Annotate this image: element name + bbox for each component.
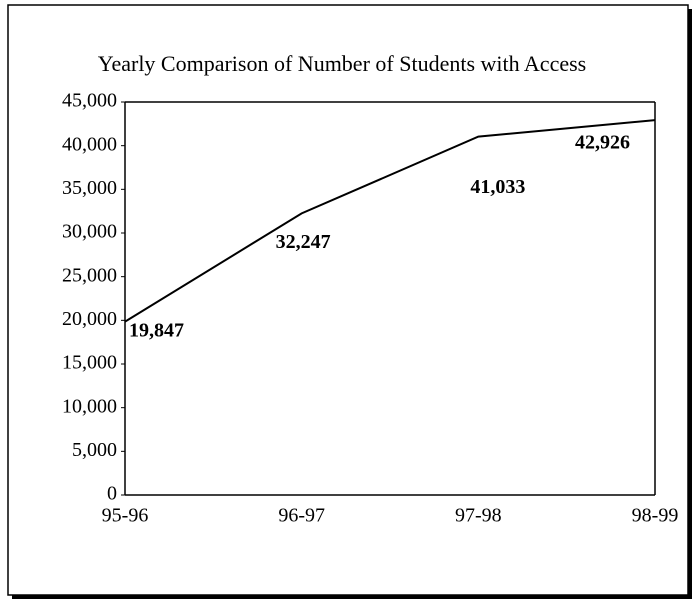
y-tick-label: 45,000 xyxy=(62,90,117,112)
y-tick-label: 0 xyxy=(107,483,117,505)
line xyxy=(124,119,656,323)
data-label: 42,926 xyxy=(575,132,630,154)
x-tick-label: 95-96 xyxy=(102,505,149,527)
y-tick-label: 30,000 xyxy=(62,221,117,243)
y-tick-label: 40,000 xyxy=(62,133,117,155)
y-tick-label: 10,000 xyxy=(62,395,117,417)
data-label: 19,847 xyxy=(129,319,184,341)
y-tick-label: 15,000 xyxy=(62,352,117,374)
data-label: 41,033 xyxy=(470,176,525,198)
y-tick-label: 25,000 xyxy=(62,264,117,286)
data-label: 32,247 xyxy=(276,231,331,253)
y-tick-label: 35,000 xyxy=(62,177,117,199)
x-tick-label: 96-97 xyxy=(278,505,325,527)
x-tick-label: 97-98 xyxy=(455,505,502,527)
chart-title: Yearly Comparison of Number of Students … xyxy=(98,51,586,76)
frame xyxy=(7,4,689,596)
y-tick-label: 20,000 xyxy=(62,308,117,330)
y-tick-label: 5,000 xyxy=(72,439,117,461)
x-tick-label: 98-99 xyxy=(632,505,679,527)
